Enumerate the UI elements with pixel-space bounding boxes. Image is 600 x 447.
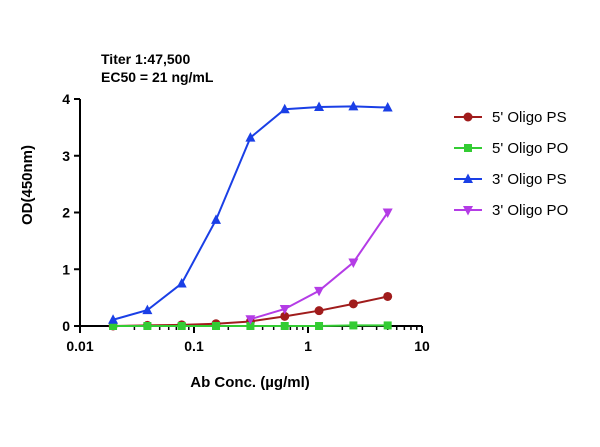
legend-item: 3' Oligo PO bbox=[454, 202, 568, 219]
data-point bbox=[314, 306, 324, 316]
y-axis-title: OD(450nm) bbox=[19, 145, 36, 225]
annotation-titer: Titer 1:47,500 bbox=[101, 51, 190, 67]
data-point bbox=[212, 322, 221, 330]
plot-series bbox=[108, 100, 393, 331]
legend-label: 5' Oligo PO bbox=[492, 140, 568, 157]
y-tick-label: 0 bbox=[62, 318, 70, 334]
series-line bbox=[250, 211, 389, 321]
y-tick-label: 4 bbox=[62, 91, 70, 107]
data-point bbox=[349, 321, 358, 330]
y-tick-label: 3 bbox=[62, 148, 70, 164]
y-ticks: 0 1 2 3 4 bbox=[62, 91, 80, 334]
data-point bbox=[280, 322, 289, 330]
data-point bbox=[245, 315, 256, 325]
x-tick-label: 10 bbox=[414, 338, 430, 354]
data-point bbox=[280, 311, 290, 321]
legend-item: 3' Oligo PS bbox=[454, 171, 567, 188]
data-point bbox=[245, 132, 256, 142]
data-point bbox=[246, 322, 255, 330]
series-2 bbox=[109, 321, 392, 330]
legend: 5' Oligo PS 5' Oligo PO 3' Oligo PS 3' Olig… bbox=[454, 109, 568, 219]
x-tick-label: 1 bbox=[304, 338, 312, 354]
axes bbox=[79, 99, 422, 327]
x-axis-title: Ab Conc. (µg/ml) bbox=[190, 374, 309, 391]
data-point bbox=[109, 322, 118, 330]
data-point bbox=[315, 322, 324, 330]
data-point bbox=[382, 208, 393, 218]
data-point bbox=[108, 314, 119, 324]
data-point bbox=[176, 277, 187, 288]
data-point bbox=[348, 299, 358, 309]
data-point bbox=[382, 102, 393, 112]
data-point bbox=[279, 103, 290, 114]
annotations: Titer 1:47,500 EC50 = 21 ng/mL bbox=[101, 51, 214, 85]
annotation-ec50: EC50 = 21 ng/mL bbox=[101, 69, 214, 85]
legend-marker bbox=[463, 206, 473, 216]
legend-label: 3' Oligo PO bbox=[492, 202, 568, 219]
y-tick-label: 2 bbox=[62, 205, 70, 221]
legend-marker bbox=[463, 173, 473, 183]
data-point bbox=[314, 286, 325, 297]
data-point bbox=[383, 291, 393, 301]
data-point bbox=[348, 100, 359, 111]
legend-label: 5' Oligo PS bbox=[492, 109, 567, 126]
legend-item: 5' Oligo PS bbox=[454, 109, 567, 126]
series-4 bbox=[245, 208, 393, 325]
data-point bbox=[211, 214, 222, 224]
y-tick-label: 1 bbox=[62, 261, 70, 277]
legend-label: 3' Oligo PS bbox=[492, 171, 567, 188]
x-tick-label: 0.1 bbox=[184, 338, 204, 354]
legend-marker bbox=[464, 144, 472, 152]
legend-marker bbox=[463, 112, 473, 122]
data-point bbox=[177, 322, 186, 330]
data-point bbox=[314, 101, 325, 111]
data-point bbox=[348, 258, 359, 268]
legend-item: 5' Oligo PO bbox=[454, 140, 568, 157]
series-3 bbox=[108, 100, 393, 324]
x-tick-label: 0.01 bbox=[66, 338, 93, 354]
x-ticks: 0.01 0.1 1 10 bbox=[66, 326, 430, 354]
data-point bbox=[383, 321, 392, 330]
data-point bbox=[143, 322, 152, 330]
data-point bbox=[142, 304, 153, 315]
data-point bbox=[279, 304, 290, 315]
